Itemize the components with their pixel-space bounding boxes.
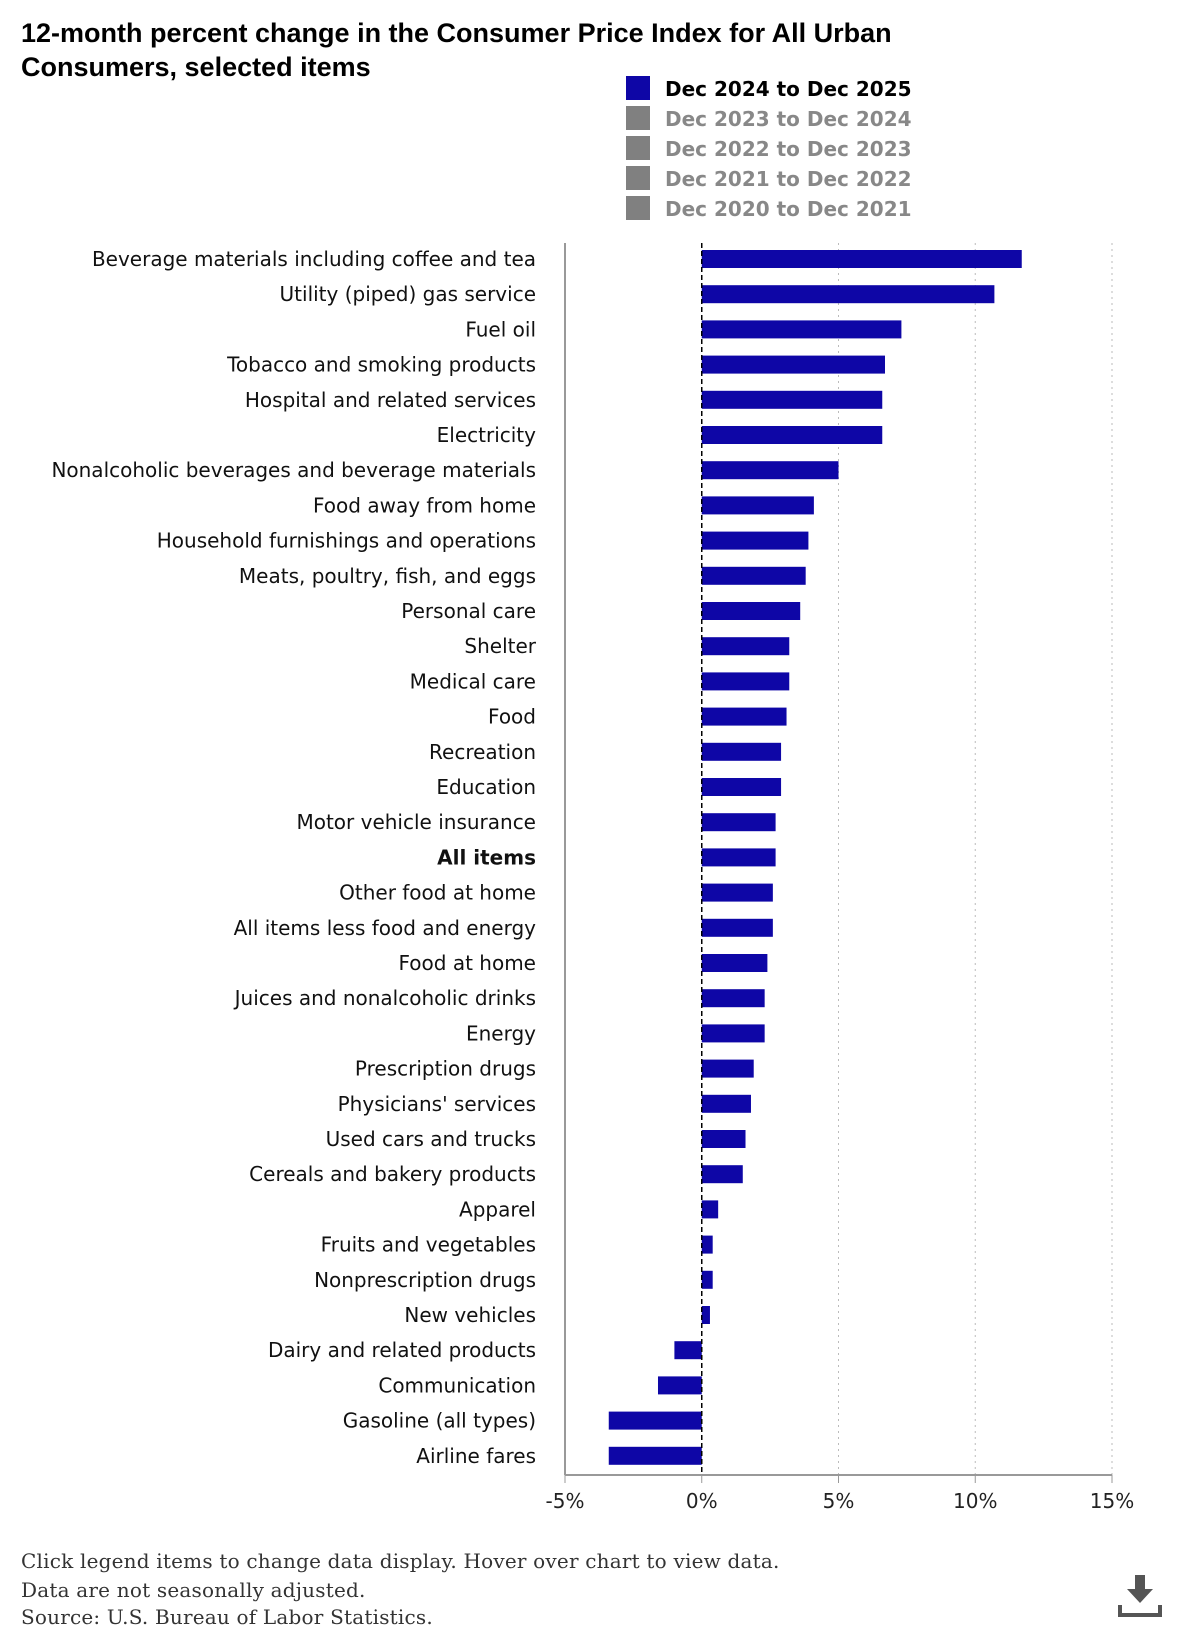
category-label: Used cars and trucks bbox=[326, 1127, 536, 1151]
category-label: All items bbox=[437, 845, 536, 869]
bar[interactable] bbox=[657, 1376, 702, 1395]
x-tick-label: 0% bbox=[686, 1489, 718, 1513]
legend-swatch[interactable] bbox=[626, 196, 650, 220]
bar[interactable] bbox=[674, 1341, 702, 1360]
x-tick-label: 5% bbox=[823, 1489, 855, 1513]
category-label: Dairy and related products bbox=[268, 1338, 536, 1362]
category-label: New vehicles bbox=[404, 1303, 536, 1327]
category-label: Motor vehicle insurance bbox=[296, 810, 536, 834]
bar-chart[interactable]: Dec 2024 to Dec 2025 Dec 2023 to Dec 2024… bbox=[0, 0, 1180, 1520]
bar[interactable] bbox=[701, 426, 883, 444]
category-label: Cereals and bakery products bbox=[249, 1162, 536, 1186]
legend-swatch[interactable] bbox=[626, 136, 650, 160]
bar[interactable] bbox=[701, 742, 782, 761]
category-label: Prescription drugs bbox=[355, 1057, 536, 1081]
bar[interactable] bbox=[701, 637, 790, 656]
category-label: Household furnishings and operations bbox=[157, 529, 536, 553]
bar[interactable] bbox=[701, 1306, 710, 1324]
bar[interactable] bbox=[701, 320, 902, 339]
category-label: Food away from home bbox=[313, 493, 536, 517]
bar[interactable] bbox=[701, 461, 839, 480]
bar[interactable] bbox=[701, 672, 790, 691]
footer-note: Data are not seasonally adjusted. bbox=[21, 1578, 366, 1602]
category-label: Electricity bbox=[437, 423, 537, 447]
bar[interactable] bbox=[701, 355, 885, 374]
category-label: Nonalcoholic beverages and beverage mate… bbox=[51, 458, 536, 482]
x-tick-label: 10% bbox=[953, 1489, 997, 1513]
x-tick-label: -5% bbox=[546, 1489, 585, 1513]
category-label: Recreation bbox=[429, 740, 536, 764]
category-label: Shelter bbox=[464, 634, 536, 658]
bar[interactable] bbox=[701, 1200, 719, 1219]
legend-item[interactable]: Dec 2021 to Dec 2022 bbox=[665, 167, 912, 191]
category-label: Food at home bbox=[399, 951, 536, 975]
bar[interactable] bbox=[701, 813, 776, 832]
legend-swatch[interactable] bbox=[626, 106, 650, 130]
category-label: Apparel bbox=[459, 1197, 536, 1221]
category-label: Physicians' services bbox=[338, 1092, 536, 1116]
legend-swatch[interactable] bbox=[626, 166, 650, 190]
bar[interactable] bbox=[701, 566, 806, 585]
bar[interactable] bbox=[701, 1165, 743, 1184]
bar[interactable] bbox=[701, 496, 814, 515]
bar[interactable] bbox=[701, 1059, 754, 1078]
legend-item[interactable]: Dec 2023 to Dec 2024 bbox=[665, 107, 912, 131]
download-icon[interactable] bbox=[1118, 1575, 1162, 1619]
legend-swatch[interactable] bbox=[626, 76, 650, 100]
bar[interactable] bbox=[701, 848, 776, 867]
category-label: Fuel oil bbox=[465, 317, 536, 341]
category-label: Food bbox=[488, 705, 536, 729]
bar[interactable] bbox=[701, 989, 765, 1008]
category-label: Utility (piped) gas service bbox=[280, 282, 536, 306]
category-label: Beverage materials including coffee and … bbox=[92, 247, 536, 271]
footer-source: Source: U.S. Bureau of Labor Statistics. bbox=[21, 1605, 433, 1629]
category-label: Hospital and related services bbox=[245, 388, 536, 412]
bar[interactable] bbox=[701, 390, 883, 409]
category-label: Medical care bbox=[410, 669, 536, 693]
bar[interactable] bbox=[701, 1130, 746, 1148]
category-label: All items less food and energy bbox=[234, 916, 537, 940]
bar[interactable] bbox=[701, 1270, 713, 1289]
category-label: Education bbox=[436, 775, 536, 799]
category-label: Airline fares bbox=[416, 1444, 536, 1468]
bar[interactable] bbox=[701, 285, 995, 304]
bar[interactable] bbox=[701, 531, 809, 550]
bar[interactable] bbox=[701, 1235, 713, 1254]
category-label: Tobacco and smoking products bbox=[226, 353, 536, 377]
footer-instructions: Click legend items to change data displa… bbox=[21, 1549, 780, 1573]
legend-item[interactable]: Dec 2020 to Dec 2021 bbox=[665, 197, 912, 221]
x-tick-label: 15% bbox=[1090, 1489, 1134, 1513]
category-label: Meats, poultry, fish, and eggs bbox=[239, 564, 536, 588]
category-label: Fruits and vegetables bbox=[321, 1233, 536, 1257]
bar[interactable] bbox=[701, 707, 787, 726]
bar[interactable] bbox=[608, 1446, 702, 1465]
category-label: Personal care bbox=[401, 599, 536, 623]
category-label: Nonprescription drugs bbox=[314, 1268, 536, 1292]
category-label: Other food at home bbox=[339, 881, 536, 905]
bar[interactable] bbox=[701, 954, 768, 972]
bar[interactable] bbox=[701, 918, 773, 937]
bar[interactable] bbox=[701, 250, 1022, 268]
legend-item[interactable]: Dec 2022 to Dec 2023 bbox=[665, 137, 912, 161]
bar[interactable] bbox=[701, 883, 773, 902]
bar[interactable] bbox=[701, 1024, 765, 1043]
category-label: Communication bbox=[378, 1373, 536, 1397]
legend-item[interactable]: Dec 2024 to Dec 2025 bbox=[665, 77, 912, 101]
category-label: Gasoline (all types) bbox=[343, 1409, 536, 1433]
bar[interactable] bbox=[608, 1411, 702, 1430]
chart-title: 12-month percent change in the Consumer … bbox=[21, 18, 892, 82]
bar[interactable] bbox=[701, 1094, 751, 1113]
bar[interactable] bbox=[701, 602, 801, 620]
bar[interactable] bbox=[701, 778, 782, 796]
category-label: Energy bbox=[466, 1021, 536, 1045]
category-label: Juices and nonalcoholic drinks bbox=[233, 986, 536, 1010]
